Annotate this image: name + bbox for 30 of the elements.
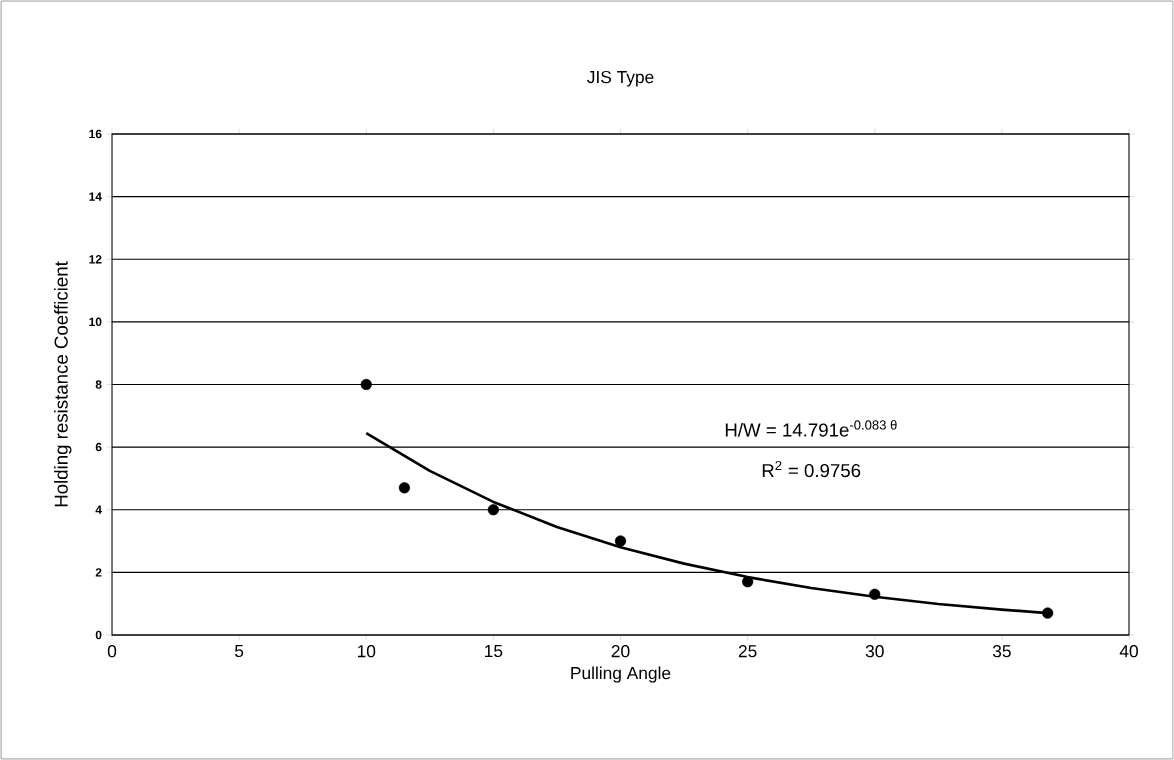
point [398, 482, 410, 494]
point [487, 504, 499, 516]
y-tick-label: 0 [95, 630, 102, 640]
annotation: H/W = 14.791e$^{-0.083 θ}$ [725, 420, 897, 437]
x-tick-label: 40 [1119, 645, 1138, 658]
y-tick-label: 2 [95, 568, 102, 577]
x-tick-label: 15 [485, 645, 503, 658]
point [869, 588, 881, 600]
x-tick-label: 5 [235, 645, 244, 658]
x-tick-label: 0 [107, 645, 117, 658]
x-axis-title: Pulling Angle [571, 666, 671, 683]
y-tick-label: 16 [89, 129, 102, 139]
x-tick-label: 25 [738, 645, 757, 658]
point [614, 535, 627, 547]
y-tick-label: 10 [89, 317, 102, 327]
y-tick-label: 4 [95, 505, 102, 514]
point [742, 576, 754, 588]
x-tick-label: 10 [357, 645, 376, 658]
annotation: R$^{2}$ = 0.9756 [762, 460, 861, 478]
y-tick-label: 8 [95, 380, 102, 389]
y-tick-label: 12 [89, 255, 102, 264]
x-tick-label: 30 [865, 645, 884, 658]
x-tick-label: 20 [611, 645, 630, 658]
y-axis-title: Holding resistance Coefficient [54, 261, 72, 507]
chart-title: JIS Type [587, 70, 654, 87]
y-tick-label: 14 [89, 192, 102, 201]
point [360, 378, 372, 391]
point [1042, 607, 1054, 619]
y-tick-label: 6 [95, 442, 102, 452]
x-tick-label: 35 [992, 645, 1011, 658]
